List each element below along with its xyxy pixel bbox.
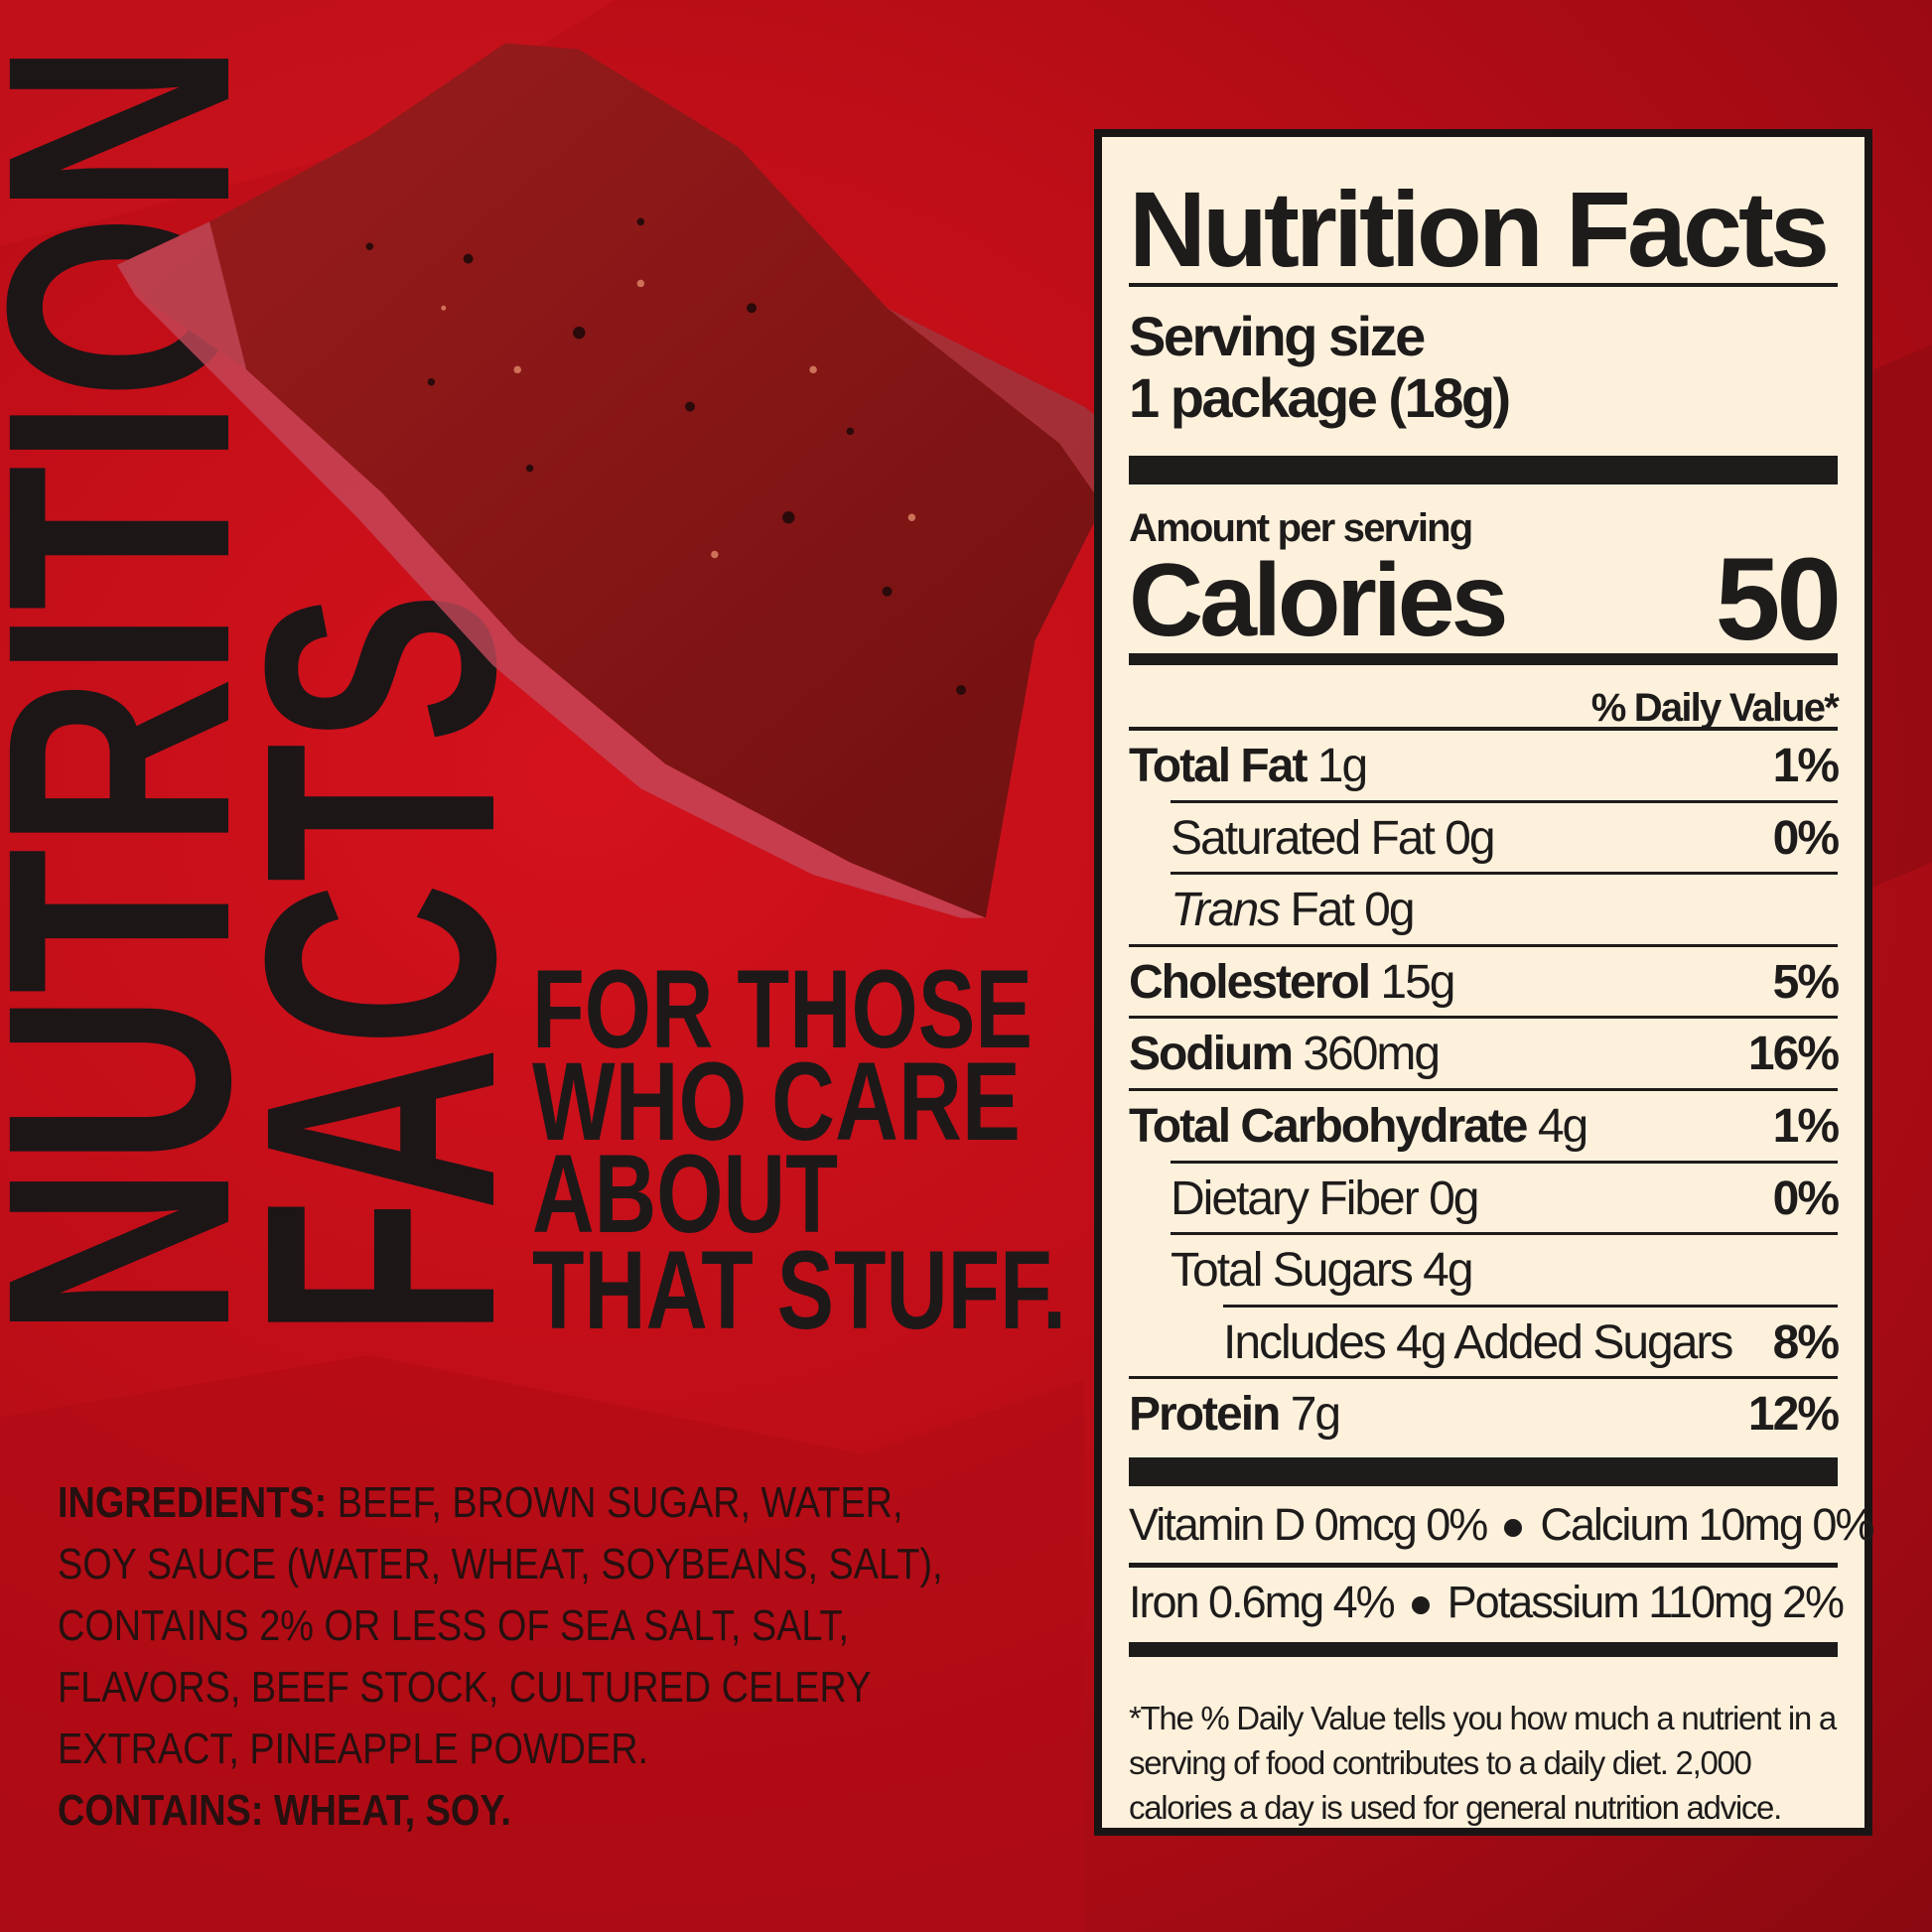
nutrient-daily-value: 8% [1772,1315,1840,1369]
nutrient-name: Total Sugars 4g [1171,1235,1474,1307]
nutrient-bold-name: Cholesterol [1129,955,1371,1009]
ingredients-block: INGREDIENTS: BEEF, BROWN SUGAR, WATER, S… [58,1472,997,1842]
row-divider [1129,1016,1838,1020]
serving-size-value: 1 package (18g) [1129,366,1511,429]
calories-value: 50 [1715,534,1842,665]
daily-value-footnote: *The % Daily Value tells you how much a … [1129,1700,1837,1826]
ingredients-label: INGREDIENTS: [58,1478,328,1527]
nutrient-row: Sodium 360mg 16% [1129,1019,1840,1091]
iron: Iron 0.6mg 4% [1129,1577,1396,1627]
divider [1129,283,1838,287]
row-divider [1129,943,1838,947]
nutrient-name: Sodium 360mg [1129,1019,1441,1090]
nutrient-amount: 15g [1369,955,1455,1009]
allergen-statement: CONTAINS: WHEAT, SOY. [58,1780,997,1842]
ingredients-line-1: INGREDIENTS: BEEF, BROWN SUGAR, WATER, [58,1472,997,1534]
side-word-facts: FACTS [197,592,563,1337]
row-divider [1171,872,1838,876]
nutrient-italic-name: Trans [1171,884,1281,937]
ingredients-line: CONTAINS 2% OR LESS OF SEA SALT, SALT, [58,1601,849,1650]
nutrient-daily-value: 0% [1772,811,1840,865]
nutrient-row: Dietary Fiber 0g 0% [1129,1164,1840,1236]
nutrient-bold-name: Protein [1129,1388,1281,1442]
nutrient-amount: 4g [1526,1100,1588,1153]
medium-divider [1129,653,1838,665]
nutrient-row: Includes 4g Added Sugars 8% [1129,1308,1840,1380]
nutrient-row: Total Carbohydrate 4g 1% [1129,1091,1840,1164]
row-divider [1129,1087,1838,1091]
thick-divider [1129,456,1838,484]
nutrient-daily-value: 0% [1772,1172,1840,1225]
nutrient-amount: Dietary Fiber 0g [1171,1172,1479,1225]
nutrient-row: Protein 7g 12% [1129,1379,1840,1451]
bullet-icon [1504,1519,1523,1538]
tagline-line: WHO CARE [532,1039,1021,1164]
nutrient-row: Trans Fat 0g [1129,875,1838,947]
nutrient-name: Cholesterol 15g [1129,947,1455,1019]
bullet-icon [1411,1596,1430,1615]
vitamin-d: Vitamin D 0mcg 0% [1129,1499,1488,1550]
contains-text: CONTAINS: WHEAT, SOY. [58,1786,511,1835]
nutrient-daily-value: 1% [1772,1100,1840,1153]
nutrient-amount: 1g [1306,740,1368,792]
ingredients-text: BEEF, BROWN SUGAR, WATER, [327,1478,903,1527]
nutrient-row: Saturated Fat 0g 0% [1129,803,1840,876]
row-divider [1171,1160,1838,1164]
row-divider [1223,1304,1838,1308]
nutrient-name: Dietary Fiber 0g [1171,1164,1479,1235]
daily-value-header: % Daily Value* [1590,686,1840,730]
row-divider [1129,1376,1838,1380]
nutrient-daily-value: 16% [1747,1028,1840,1081]
nutrient-name: Total Fat 1g [1129,731,1368,802]
nutrient-daily-value: 12% [1747,1388,1840,1442]
nutrient-bold-name: Total Carbohydrate [1129,1100,1528,1153]
tagline-line: ABOUT [532,1132,838,1256]
ingredients-line: EXTRACT, PINEAPPLE POWDER. [58,1725,649,1773]
nutrient-amount: Saturated Fat 0g [1171,811,1496,865]
nutrient-amount: Includes 4g Added Sugars [1223,1315,1733,1369]
nutrient-row: Total Sugars 4g [1129,1235,1838,1308]
ingredients-line: SOY SAUCE (WATER, WHEAT, SOYBEANS, SALT)… [58,1540,943,1588]
tagline-line: THAT STUFF. [532,1228,1066,1352]
serving-size-label: Serving size [1129,305,1426,367]
nutrition-facts-label: Nutrition Facts Serving size 1 package (… [1094,129,1874,1836]
nutrient-amount: Total Sugars 4g [1171,1244,1474,1298]
tagline-line: FOR THOSE [532,947,1033,1071]
divider [1129,727,1838,731]
medium-divider [1129,1642,1838,1657]
nutrient-bold-name: Sodium [1129,1028,1294,1081]
divider [1129,1563,1838,1568]
calcium: Calcium 10mg 0% [1540,1499,1874,1550]
nutrient-name: Saturated Fat 0g [1171,803,1496,875]
nutrient-name: Total Carbohydrate 4g [1129,1091,1588,1163]
potassium: Potassium 110mg 2% [1447,1577,1845,1627]
mineral-row: Iron 0.6mg 4% Potassium 110mg 2% [1129,1577,1845,1628]
vitamin-row: Vitamin D 0mcg 0% Calcium 10mg 0% [1129,1499,1874,1551]
thick-divider [1129,1457,1838,1486]
nutrient-row: Cholesterol 15g 5% [1129,947,1840,1020]
nutrient-daily-value: 1% [1772,740,1840,792]
nutrient-name: Protein 7g [1129,1379,1341,1450]
nutrient-daily-value: 5% [1772,955,1840,1009]
nutrient-name: Includes 4g Added Sugars [1223,1308,1733,1379]
nutrient-row: Total Fat 1g 1% [1129,731,1840,803]
calories-label: Calories [1129,543,1508,658]
nutrient-amount: 360mg [1292,1028,1441,1081]
tagline: FOR THOSE WHO CARE ABOUT THAT STUFF. [532,947,1066,1352]
nutrient-amount: Fat 0g [1279,884,1415,937]
label-title: Nutrition Facts [1129,169,1830,289]
row-divider [1171,799,1838,803]
nutrient-bold-name: Total Fat [1129,740,1308,792]
row-divider [1171,1232,1838,1236]
amount-per-serving: Amount per serving [1129,506,1473,550]
nutrient-amount: 7g [1279,1388,1341,1442]
ingredients-line: FLAVORS, BEEF STOCK, CULTURED CELERY [58,1663,872,1712]
nutrient-name: Trans Fat 0g [1171,875,1416,946]
